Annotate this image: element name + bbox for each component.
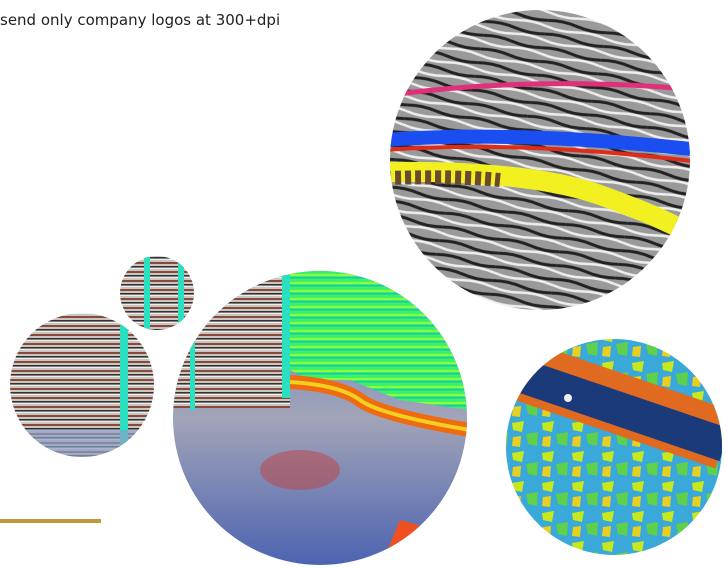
seismic-circle-left xyxy=(10,313,154,457)
accent-line xyxy=(0,519,101,523)
rock-circle xyxy=(506,339,722,555)
seismic-circle-middle xyxy=(173,271,467,565)
caption: send only company logos at 300+dpi xyxy=(0,11,281,29)
seismic-circle-large xyxy=(390,10,690,310)
seismic-circle-small xyxy=(120,256,194,330)
